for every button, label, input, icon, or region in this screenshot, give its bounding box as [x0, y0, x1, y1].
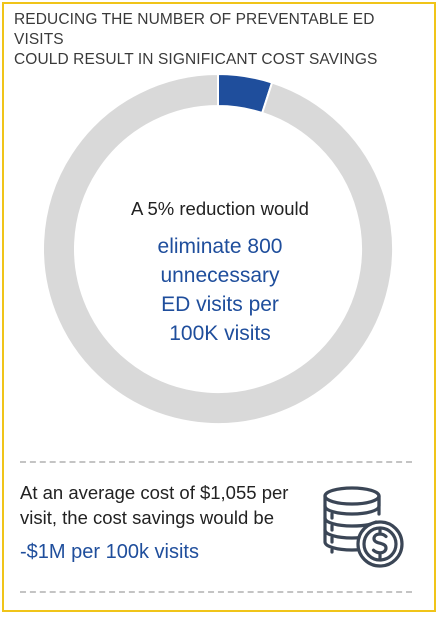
cost-note-line-1: At an average cost of $1,055 per: [20, 482, 289, 503]
highlight-line-4: 100K visits: [169, 322, 271, 345]
highlight-line-2: unnecessary: [160, 264, 280, 287]
donut-slice-1: [42, 72, 394, 425]
divider-bottom: [20, 591, 412, 593]
highlight-line-1: eliminate 800: [157, 235, 283, 258]
savings-value: -$1M per 100k visits: [20, 541, 199, 563]
title-line-2: COULD RESULT IN SIGNIFICANT COST SAVINGS: [14, 51, 378, 68]
highlight-line-3: ED visits per: [161, 293, 279, 316]
coins-dollar-icon: [318, 484, 408, 572]
infographic-title: REDUCING THE NUMBER OF PREVENTABLE ED VI…: [14, 10, 424, 70]
cost-note: At an average cost of $1,055 per visit, …: [20, 480, 320, 530]
donut-intro-text: A 5% reduction would: [131, 198, 309, 219]
donut-highlight: eliminate 800 unnecessary ED visits per …: [86, 232, 354, 348]
title-line-1: REDUCING THE NUMBER OF PREVENTABLE ED VI…: [14, 11, 375, 48]
divider-top: [20, 461, 412, 463]
cost-note-line-2: visit, the cost savings would be: [20, 507, 274, 528]
